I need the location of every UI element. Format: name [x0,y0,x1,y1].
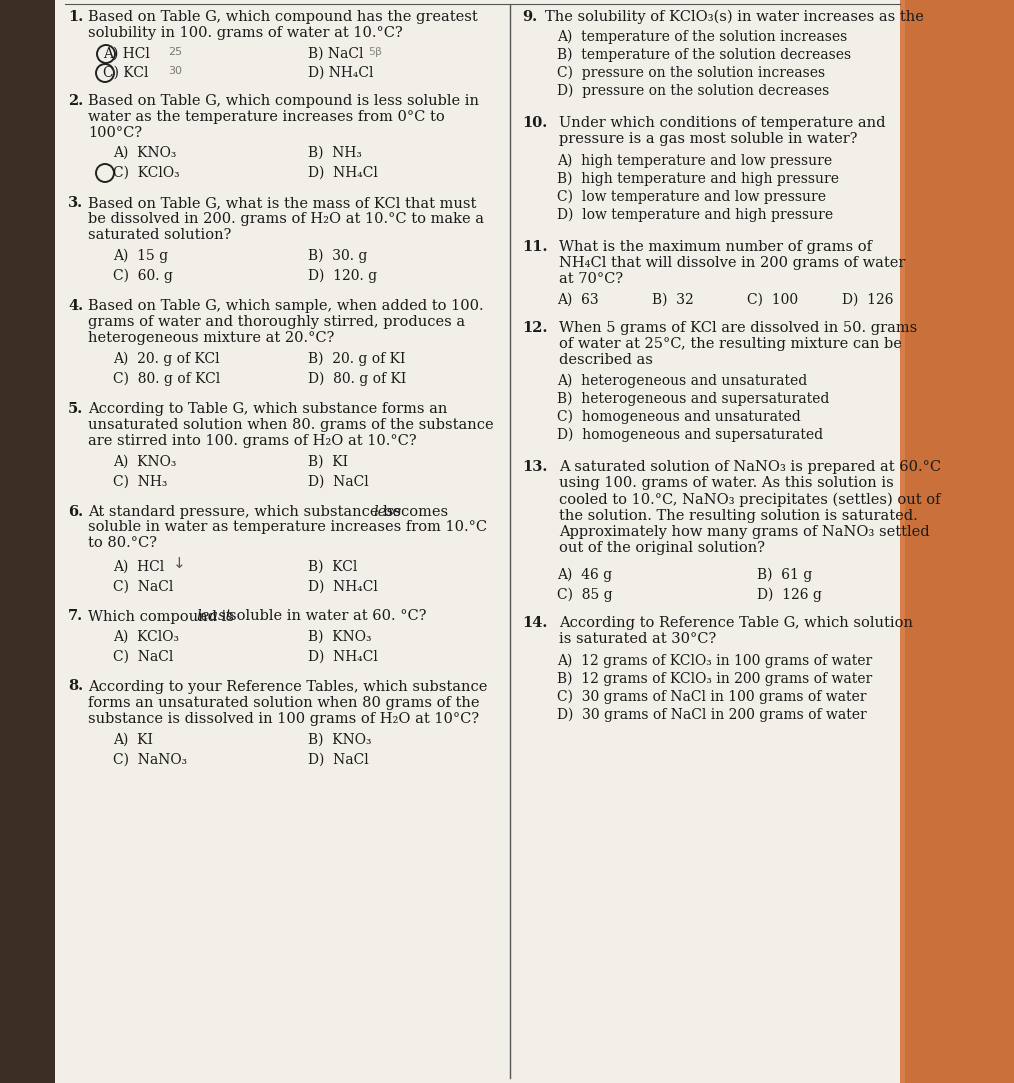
Text: 8.: 8. [68,679,83,693]
Text: C)  60. g: C) 60. g [113,269,172,284]
Text: A)  KNO₃: A) KNO₃ [113,455,176,469]
Text: D)  low temperature and high pressure: D) low temperature and high pressure [557,208,834,222]
Text: C)  low temperature and low pressure: C) low temperature and low pressure [557,190,826,205]
Text: A saturated solution of NaNO₃ is prepared at 60.°C
using 100. grams of water. As: A saturated solution of NaNO₃ is prepare… [559,460,941,556]
Text: D)  80. g of KI: D) 80. g of KI [308,371,407,387]
Text: A)  20. g of KCl: A) 20. g of KCl [113,352,220,366]
Text: C)  NH₃: C) NH₃ [113,475,167,490]
Text: C) KCl: C) KCl [103,66,148,80]
Text: C)  80. g of KCl: C) 80. g of KCl [113,371,220,387]
Text: A)  46 g: A) 46 g [557,567,612,583]
Text: less: less [373,505,402,519]
Text: According to Reference Table G, which solution
is saturated at 30°C?: According to Reference Table G, which so… [559,616,913,647]
Text: A)  63: A) 63 [557,293,598,306]
Text: C)  NaCl: C) NaCl [113,650,173,664]
Text: According to Table G, which substance forms an
unsaturated solution when 80. gra: According to Table G, which substance fo… [88,402,494,448]
Text: B)  KCl: B) KCl [308,560,357,574]
Text: 13.: 13. [522,460,548,474]
Text: C)  30 grams of NaCl in 100 grams of water: C) 30 grams of NaCl in 100 grams of wate… [557,690,867,704]
Text: 6.: 6. [68,505,83,519]
Text: Based on Table G, which sample, when added to 100.
grams of water and thoroughly: Based on Table G, which sample, when add… [88,299,484,345]
Text: D)  120. g: D) 120. g [308,269,377,284]
Text: 9.: 9. [522,10,537,24]
Text: B)  high temperature and high pressure: B) high temperature and high pressure [557,172,839,186]
Text: D) NH₄Cl: D) NH₄Cl [308,66,373,80]
Text: Based on Table G, which compound is less soluble in
water as the temperature inc: Based on Table G, which compound is less… [88,94,479,141]
Text: C)  pressure on the solution increases: C) pressure on the solution increases [557,66,825,80]
Text: D)  NaCl: D) NaCl [308,475,369,490]
Text: D)  NaCl: D) NaCl [308,753,369,767]
Text: Under which conditions of temperature and
pressure is a gas most soluble in wate: Under which conditions of temperature an… [559,116,885,146]
Text: D)  126 g: D) 126 g [757,588,822,602]
Text: C)  NaNO₃: C) NaNO₃ [113,753,188,767]
Text: 30: 30 [168,66,182,76]
Text: According to your Reference Tables, which substance
forms an unsaturated solutio: According to your Reference Tables, whic… [88,679,488,726]
Text: soluble in water at 60. °C?: soluble in water at 60. °C? [229,610,427,624]
Text: B)  NH₃: B) NH₃ [308,146,362,160]
Text: D)  30 grams of NaCl in 200 grams of water: D) 30 grams of NaCl in 200 grams of wate… [557,708,867,722]
Text: 2.: 2. [68,94,83,108]
Bar [55,0,900,1083]
Text: D)  homogeneous and supersaturated: D) homogeneous and supersaturated [557,428,823,442]
Text: A)  heterogeneous and unsaturated: A) heterogeneous and unsaturated [557,374,807,389]
Text: A)  temperature of the solution increases: A) temperature of the solution increases [557,30,848,44]
Text: At standard pressure, which substance becomes: At standard pressure, which substance be… [88,505,452,519]
Text: A)  HCl: A) HCl [113,560,164,574]
Text: Based on Table G, what is the mass of KCl that must
be dissolved in 200. grams o: Based on Table G, what is the mass of KC… [88,196,484,243]
Text: B)  KI: B) KI [308,455,348,469]
Text: 7.: 7. [68,610,83,624]
Text: 25: 25 [168,47,183,57]
Text: 12.: 12. [522,321,548,335]
Text: Based on Table G, which compound has the greatest
solubility in 100. grams of wa: Based on Table G, which compound has the… [88,10,478,40]
Text: B) NaCl: B) NaCl [308,47,363,61]
Text: D)  NH₄Cl: D) NH₄Cl [308,650,378,664]
Text: A)  KI: A) KI [113,732,153,746]
Text: C)  100: C) 100 [747,293,798,306]
Text: The solubility of KClO₃(s) in water increases as the: The solubility of KClO₃(s) in water incr… [545,10,924,25]
Text: B)  30. g: B) 30. g [308,249,367,263]
Text: ↓: ↓ [173,557,186,572]
Text: B)  KNO₃: B) KNO₃ [308,732,371,746]
Text: B)  32: B) 32 [652,293,694,306]
Bar [900,0,1014,1083]
Text: A)  12 grams of KClO₃ in 100 grams of water: A) 12 grams of KClO₃ in 100 grams of wat… [557,654,872,668]
Text: D)  pressure on the solution decreases: D) pressure on the solution decreases [557,84,829,99]
Text: 10.: 10. [522,116,548,130]
Text: 3.: 3. [68,196,83,210]
Text: When 5 grams of KCl are dissolved in 50. grams
of water at 25°C, the resulting m: When 5 grams of KCl are dissolved in 50.… [559,321,918,367]
Text: C)  NaCl: C) NaCl [113,579,173,593]
Text: B)  61 g: B) 61 g [757,567,812,583]
Text: D)  NH₄Cl: D) NH₄Cl [308,166,378,180]
Text: A)  high temperature and low pressure: A) high temperature and low pressure [557,154,832,168]
Text: C)  homogeneous and unsaturated: C) homogeneous and unsaturated [557,410,801,425]
Text: A) HCl: A) HCl [103,47,150,61]
Bar [0,0,58,1083]
Text: D)  126: D) 126 [842,293,893,306]
Text: 1.: 1. [68,10,83,24]
Text: B)  KNO₃: B) KNO₃ [308,629,371,643]
Text: 11.: 11. [522,240,548,255]
Text: soluble in water as temperature increases from 10.°C: soluble in water as temperature increase… [88,521,487,535]
Text: B)  12 grams of KClO₃ in 200 grams of water: B) 12 grams of KClO₃ in 200 grams of wat… [557,671,872,687]
Text: Which compound is: Which compound is [88,610,238,624]
Text: What is the maximum number of grams of
NH₄Cl that will dissolve in 200 grams of : What is the maximum number of grams of N… [559,240,906,286]
Text: 5.: 5. [68,402,83,416]
Text: A)  KNO₃: A) KNO₃ [113,146,176,160]
Text: B)  temperature of the solution decreases: B) temperature of the solution decreases [557,48,851,63]
Text: least: least [196,610,231,624]
Text: A)  15 g: A) 15 g [113,249,168,263]
Text: B)  heterogeneous and supersaturated: B) heterogeneous and supersaturated [557,392,829,406]
Text: D)  NH₄Cl: D) NH₄Cl [308,579,378,593]
Text: 14.: 14. [522,616,548,630]
Text: A)  KClO₃: A) KClO₃ [113,629,179,643]
Bar [55,0,906,1083]
Text: C)  85 g: C) 85 g [557,588,612,602]
Text: C)  KClO₃: C) KClO₃ [113,166,179,180]
Text: B)  20. g of KI: B) 20. g of KI [308,352,406,366]
Text: to 80.°C?: to 80.°C? [88,536,157,550]
Text: 4.: 4. [68,299,83,313]
Text: 5β: 5β [368,47,382,57]
